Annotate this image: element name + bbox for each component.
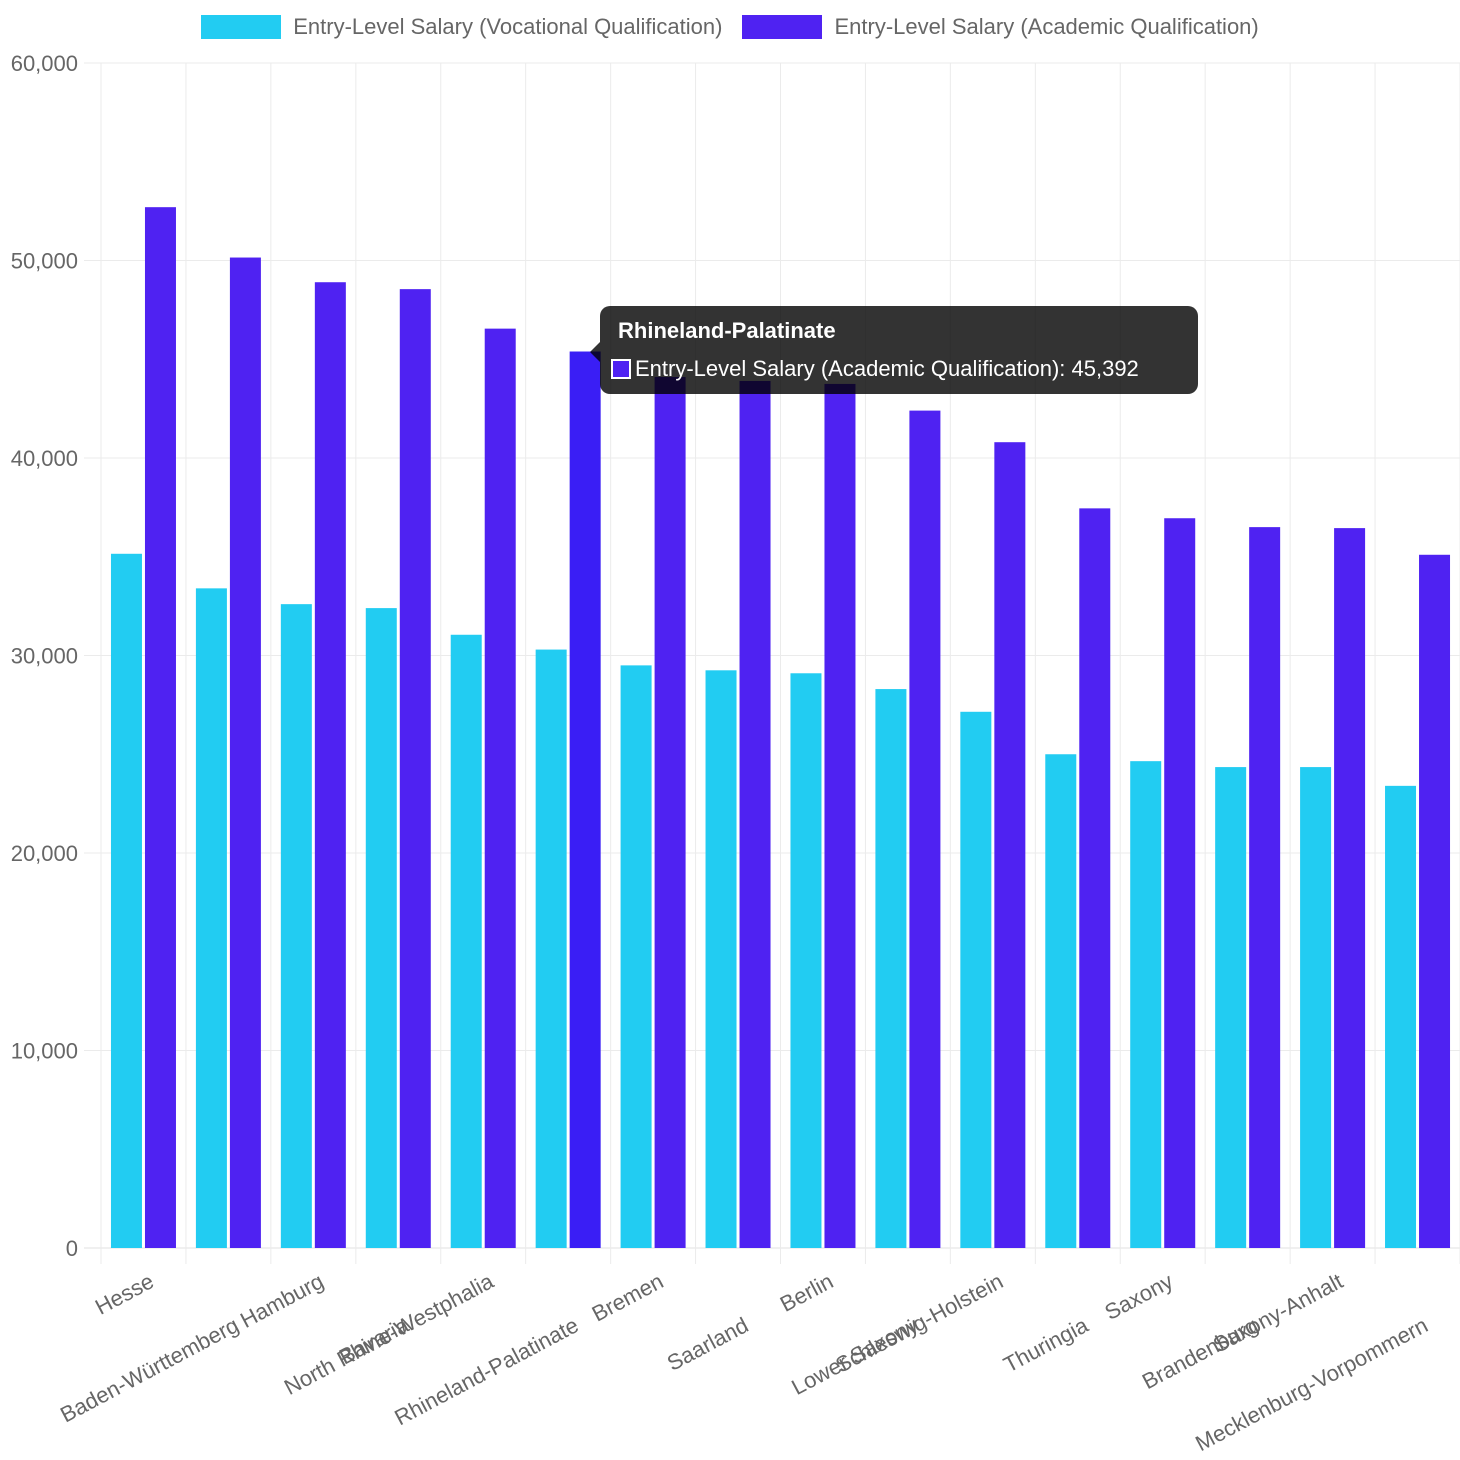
x-tick-label: Thuringia [999, 1312, 1092, 1377]
legend-label-academic: Entry-Level Salary (Academic Qualificati… [834, 14, 1259, 39]
y-tick-label: 40,000 [11, 446, 78, 471]
tooltip-caret [590, 342, 600, 362]
bar-academic [739, 380, 771, 1249]
x-tick-label: Hamburg [236, 1268, 328, 1333]
y-tick-label: 0 [66, 1236, 78, 1261]
bar-academic [1419, 554, 1451, 1248]
bar-vocational [535, 649, 567, 1248]
bar-vocational [195, 588, 227, 1248]
x-tick-label: Saarland [663, 1312, 753, 1375]
y-tick-label: 20,000 [11, 841, 78, 866]
tooltip-label: Entry-Level Salary (Academic Qualificati… [635, 356, 1139, 381]
x-tick-label: Saxony-Anhalt [1209, 1268, 1347, 1357]
bar-vocational [1300, 767, 1332, 1248]
legend-item-academic[interactable]: Entry-Level Salary (Academic Qualificati… [742, 14, 1259, 40]
x-tick-label: Schleswig-Holstein [831, 1268, 1007, 1377]
bar-vocational [705, 670, 737, 1248]
x-tick-label: Baden-Württemberg [56, 1312, 243, 1427]
bar-academic [824, 383, 856, 1248]
bar-academic [909, 410, 941, 1249]
bar-vocational [620, 665, 652, 1248]
bar-academic [654, 377, 686, 1248]
bar-vocational [1130, 761, 1162, 1248]
legend-swatch-academic [742, 15, 823, 39]
bar-academic [1164, 518, 1196, 1248]
bar-academic [1334, 528, 1366, 1248]
y-tick-label: 30,000 [11, 644, 78, 669]
bar-vocational [110, 553, 142, 1248]
tooltip-title: Rhineland-Palatinate [618, 318, 836, 343]
bar-academic [484, 328, 516, 1248]
legend-item-vocational[interactable]: Entry-Level Salary (Vocational Qualifica… [201, 14, 722, 40]
x-tick-label: Berlin [776, 1268, 837, 1316]
legend-swatch-vocational [201, 15, 282, 39]
bar-vocational [1215, 767, 1247, 1248]
chart-legend: Entry-Level Salary (Vocational Qualifica… [0, 14, 1460, 40]
bar-vocational [1045, 754, 1077, 1248]
bar-vocational [450, 634, 482, 1248]
tooltip-swatch [611, 359, 631, 379]
y-tick-label: 60,000 [11, 51, 78, 76]
x-tick-label: Bremen [588, 1268, 668, 1326]
bar-vocational [875, 689, 907, 1248]
tooltip-row: Entry-Level Salary (Academic Qualificati… [611, 356, 1186, 382]
x-tick-label: Saxony [1101, 1268, 1178, 1325]
bar-academic [314, 282, 346, 1249]
legend-label-vocational: Entry-Level Salary (Vocational Qualifica… [293, 14, 723, 39]
bar-vocational [790, 673, 822, 1248]
y-tick-label: 10,000 [11, 1039, 78, 1064]
bar-vocational [365, 608, 397, 1248]
chart-tooltip: Rhineland-Palatinate Entry-Level Salary … [590, 306, 1198, 394]
bar-vocational [1385, 785, 1417, 1248]
bar-academic [1249, 527, 1281, 1248]
x-tick-label: Hesse [91, 1268, 158, 1319]
bar-vocational [960, 711, 992, 1248]
bar-vocational [280, 604, 312, 1248]
bar-academic [994, 442, 1026, 1248]
bar-academic [399, 289, 431, 1248]
y-tick-label: 50,000 [11, 249, 78, 274]
bar-academic [569, 351, 601, 1248]
bar-academic [229, 257, 261, 1249]
bar-academic [144, 207, 176, 1248]
bar-academic [1079, 508, 1111, 1248]
